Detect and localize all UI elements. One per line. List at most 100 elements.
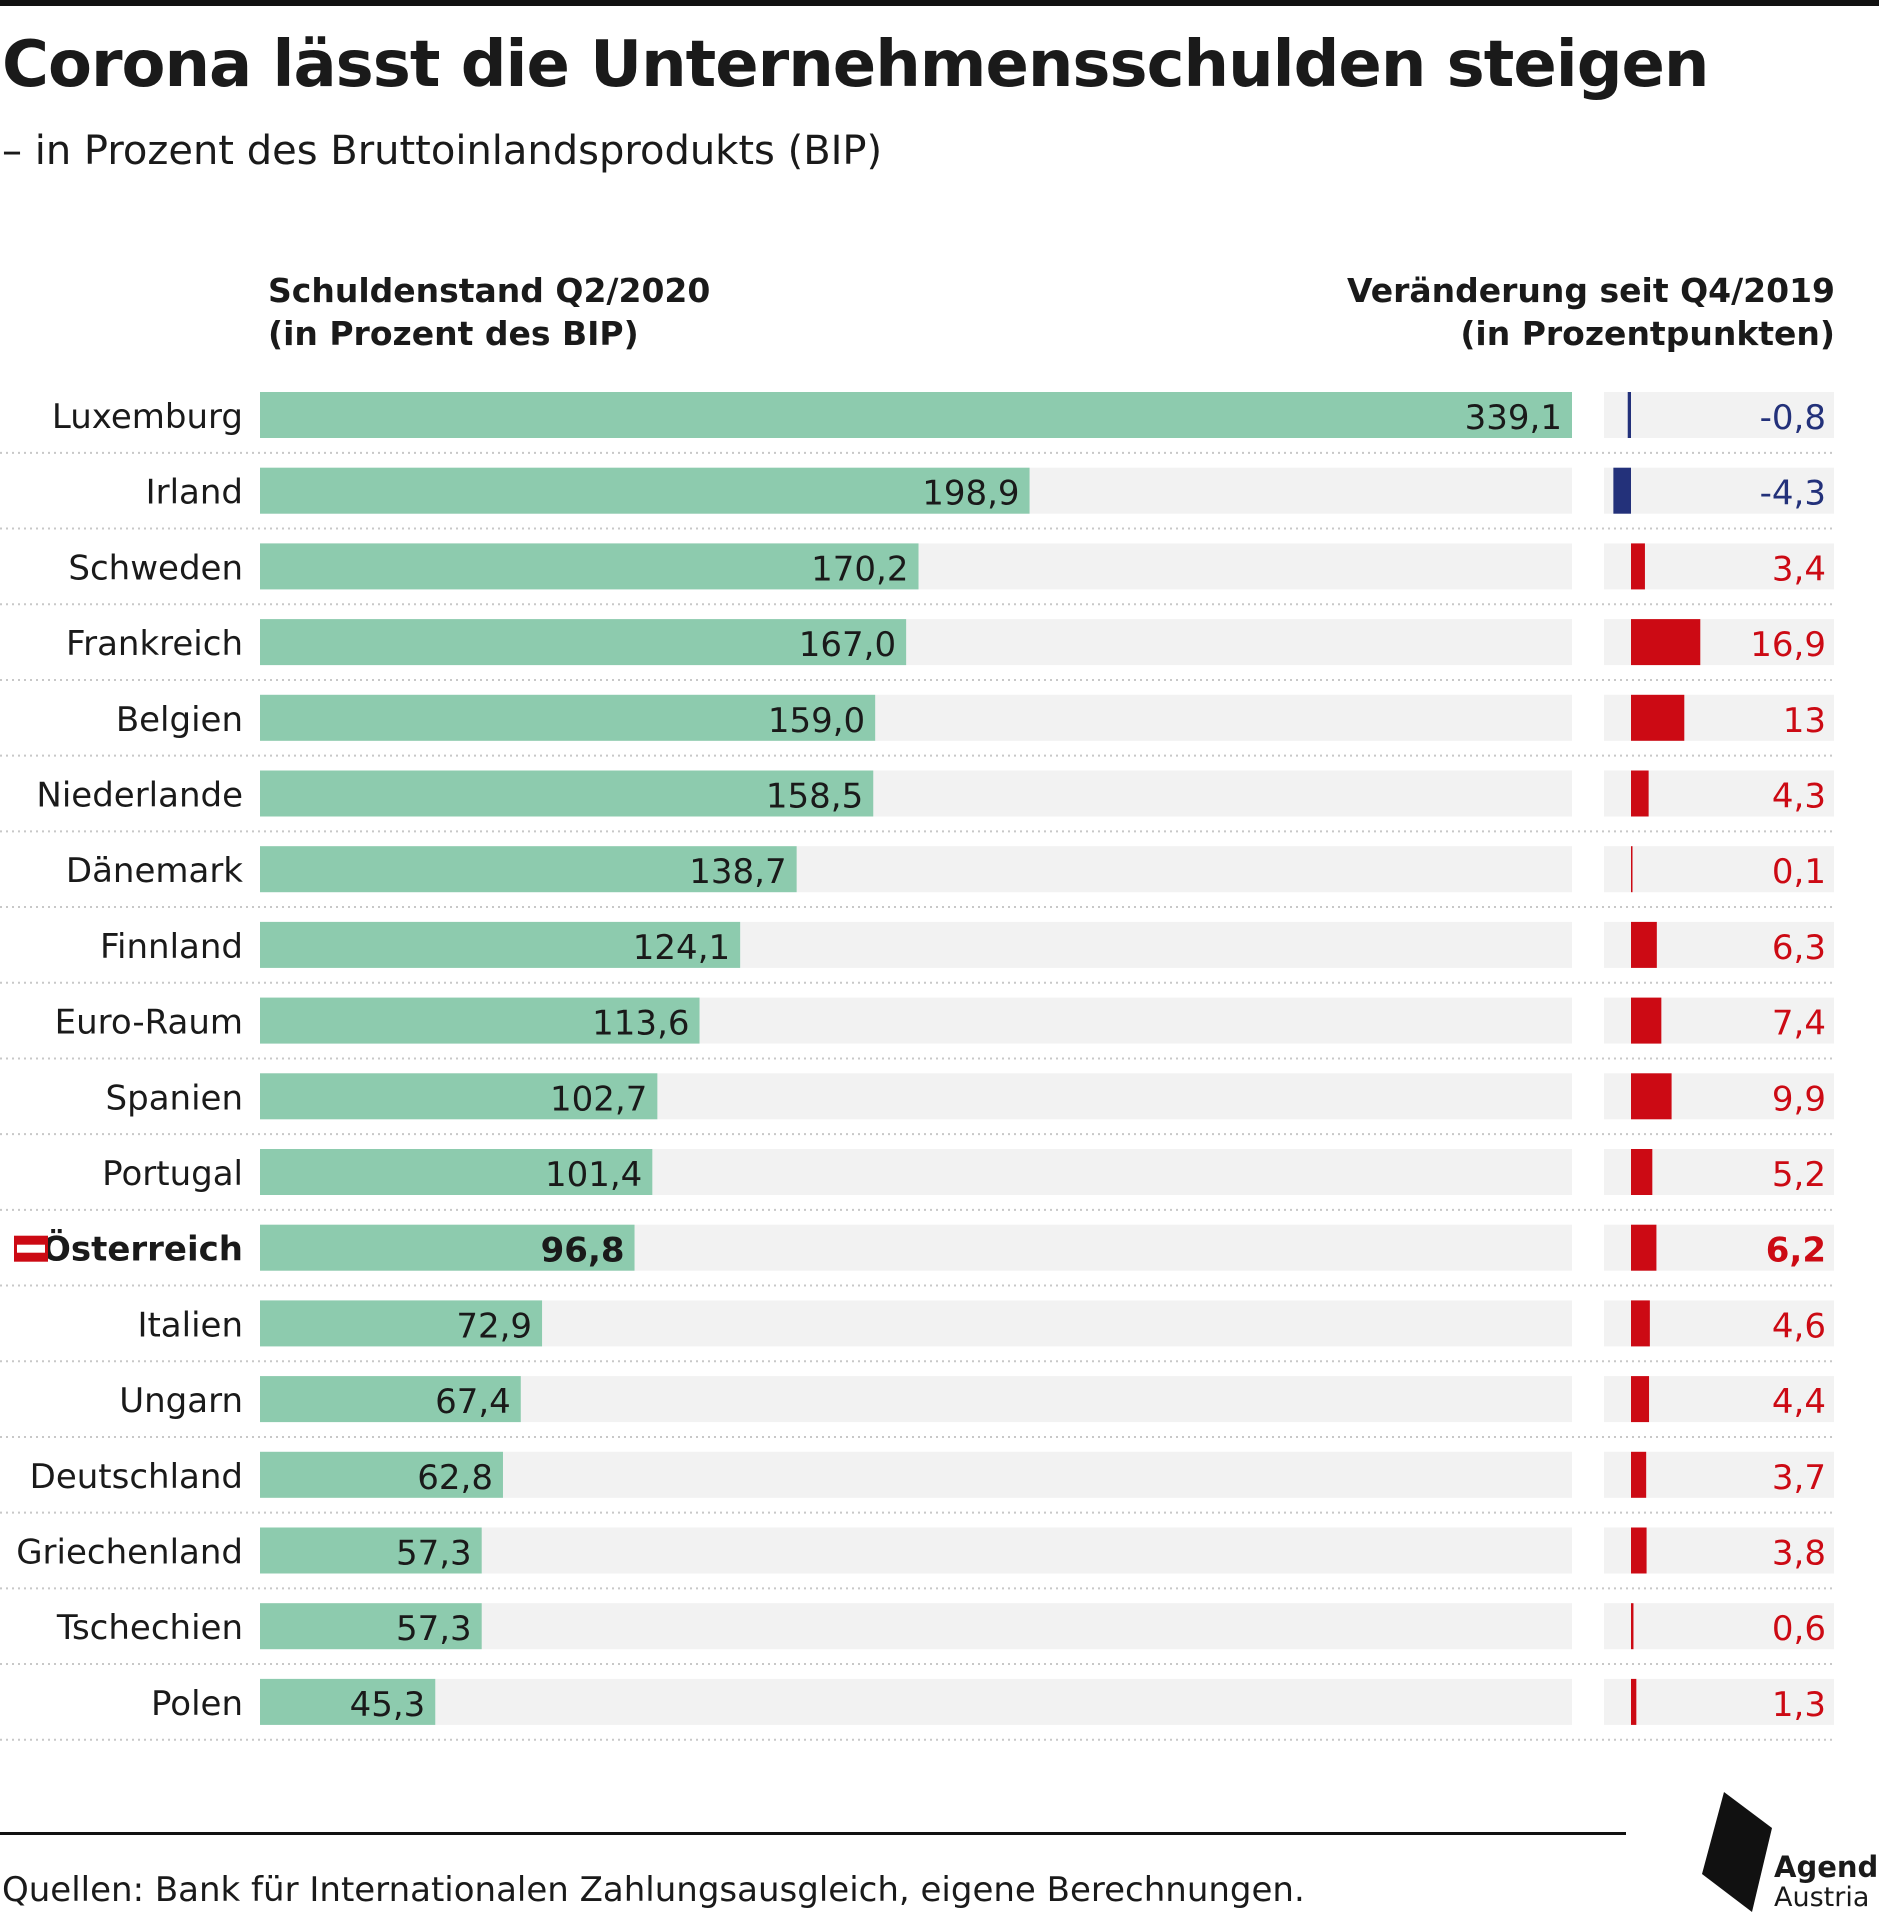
change-value-niederlande: 4,3 [1772,777,1826,817]
debt-bar-italien [260,1300,543,1347]
change-bar-niederlande [1631,770,1649,817]
chart-subtitle: – in Prozent des Bruttoinlandsprodukts (… [2,128,883,174]
change-bar-belgien [1631,694,1685,741]
agenda-austria-logo: Agenda Austria [1700,1790,1879,1915]
debt-bar-luxemburg [260,392,1572,438]
bottom-rule [0,1832,1626,1835]
debt-bar-schweden [260,543,919,590]
debt-value-euro-raum: 113,6 [592,1004,689,1044]
change-value-frankreich: 16,9 [1750,625,1826,665]
country-label-tschechien: Tschechien [56,1608,243,1648]
debt-value-schweden: 170,2 [811,549,908,589]
change-track-luxemburg [1604,392,1834,438]
change-bar-griechenland [1631,1527,1647,1574]
country-label-schweden: Schweden [68,548,243,588]
change-value-deutschland: 3,7 [1772,1458,1826,1498]
change-track-daenemark [1604,846,1834,893]
debt-bar-spanien [260,1073,658,1120]
change-track-tschechien [1604,1603,1834,1650]
debt-value-portugal: 101,4 [545,1155,642,1195]
left-header-line-2: (in Prozent des BIP) [268,313,639,353]
debt-bar-polen [260,1678,436,1725]
country-label-euro-raum: Euro-Raum [55,1003,243,1043]
change-value-ungarn: 4,4 [1772,1382,1826,1422]
debt-value-irland: 198,9 [922,474,1019,514]
change-bar-italien [1631,1300,1650,1347]
debt-bar-ungarn [260,1376,521,1423]
right-header-line-2: (in Prozentpunkten) [1460,313,1835,353]
country-label-daenemark: Dänemark [66,851,243,891]
change-value-finnland: 6,3 [1772,928,1826,968]
debt-value-belgien: 159,0 [768,701,865,741]
change-track-polen [1604,1678,1834,1725]
debt-value-tschechien: 57,3 [396,1609,472,1649]
change-value-portugal: 5,2 [1772,1155,1826,1195]
change-track-irland [1604,467,1834,514]
logo-name: Agenda [1774,1850,1879,1884]
change-value-schweden: 3,4 [1772,549,1826,589]
country-label-oesterreich: Österreich [42,1229,243,1270]
country-label-italien: Italien [137,1305,243,1345]
debt-bar-griechenland [260,1527,482,1574]
debt-value-polen: 45,3 [350,1685,426,1725]
change-value-griechenland: 3,8 [1772,1534,1826,1574]
logo-sub: Austria [1774,1882,1870,1913]
debt-track-polen [260,1678,1572,1725]
country-label-irland: Irland [146,473,243,513]
change-value-irland: -4,3 [1760,474,1826,514]
change-value-euro-raum: 7,4 [1772,1004,1826,1044]
change-bar-polen [1631,1678,1637,1725]
right-header-line-1: Veränderung seit Q4/2019 [1346,271,1835,310]
debt-bar-tschechien [260,1603,482,1650]
change-bar-spanien [1631,1073,1672,1120]
change-bar-irland [1613,467,1631,514]
change-bar-schweden [1631,543,1645,590]
change-value-belgien: 13 [1783,701,1826,741]
change-bar-ungarn [1631,1376,1650,1423]
debt-bar-niederlande [260,770,874,817]
change-value-spanien: 9,9 [1772,1079,1826,1119]
country-label-deutschland: Deutschland [30,1457,243,1497]
debt-value-spanien: 102,7 [550,1079,647,1119]
change-value-italien: 4,6 [1772,1306,1826,1346]
country-label-frankreich: Frankreich [66,624,243,664]
left-column-header: Schuldenstand Q2/2020 (in Prozent des BI… [268,270,710,356]
country-label-finnland: Finnland [100,927,243,967]
change-value-oesterreich: 6,2 [1766,1231,1826,1271]
bar-chart: Luxemburg 339,1 -0,8 Irland 198,9 -4,3 Schwede… [0,392,1834,1741]
debt-bar-deutschland [260,1451,503,1498]
debt-value-finnland: 124,1 [633,928,730,968]
left-header-line-1: Schuldenstand Q2/2020 [268,271,711,310]
source-note: Quellen: Bank für Internationalen Zahlun… [2,1870,1305,1910]
change-bar-oesterreich [1631,1224,1657,1271]
top-rule [0,0,1879,6]
logo-mark-icon [1702,1792,1772,1912]
change-value-tschechien: 0,6 [1772,1609,1826,1649]
change-value-daenemark: 0,1 [1772,852,1826,892]
change-bar-luxemburg [1627,392,1631,438]
debt-bar-irland [260,467,1030,514]
debt-value-oesterreich: 96,8 [541,1231,625,1271]
chart-title: Corona lässt die Unternehmensschulden st… [2,28,1709,102]
debt-bar-belgien [260,694,876,741]
debt-bar-frankreich [260,619,907,666]
country-label-spanien: Spanien [106,1078,243,1118]
country-label-niederlande: Niederlande [36,776,243,816]
country-label-ungarn: Ungarn [119,1381,243,1421]
country-label-griechenland: Griechenland [16,1533,243,1573]
change-bar-frankreich [1631,619,1701,666]
debt-value-daenemark: 138,7 [689,852,786,892]
change-bar-finnland [1631,921,1657,968]
change-value-polen: 1,3 [1772,1685,1826,1725]
change-bar-euro-raum [1631,997,1662,1044]
debt-value-luxemburg: 339,1 [1465,398,1562,438]
debt-bar-portugal [260,1149,653,1195]
austria-flag-stripe [17,1244,45,1253]
debt-bar-daenemark [260,846,797,893]
change-bar-deutschland [1631,1451,1647,1498]
country-label-belgien: Belgien [116,700,243,740]
change-bar-tschechien [1631,1603,1634,1650]
debt-value-ungarn: 67,4 [435,1382,511,1422]
debt-value-niederlande: 158,5 [766,777,863,817]
country-label-luxemburg: Luxemburg [52,397,243,437]
